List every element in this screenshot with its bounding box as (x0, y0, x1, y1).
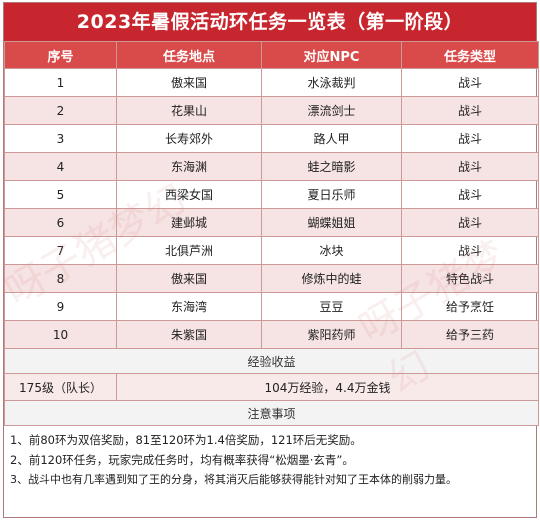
cell-no: 5 (4, 180, 117, 209)
note-item: 2、前120环任务，玩家完成任务时，均有概率获得“松烟墨·玄青”。 (10, 453, 354, 467)
cell-type: 给予三药 (401, 320, 539, 349)
cell-npc: 水泳裁判 (261, 68, 402, 97)
cell-type: 战斗 (401, 236, 539, 265)
experience-heading: 经验收益 (4, 348, 539, 374)
cell-npc: 漂流剑士 (261, 96, 402, 125)
cell-place: 花果山 (116, 96, 262, 125)
page-title: 2023年暑假活动环任务一览表（第一阶段） (4, 3, 536, 41)
cell-type: 战斗 (401, 96, 539, 125)
table-row: 5 西梁女国 夏日乐师 战斗 (4, 180, 539, 209)
cell-type: 战斗 (401, 208, 539, 237)
cell-type: 战斗 (401, 152, 539, 181)
cell-type: 给予烹饪 (401, 292, 539, 321)
table-row: 8 傲来国 修炼中的蛙 特色战斗 (4, 264, 539, 293)
table-row: 9 东海湾 豆豆 给予烹饪 (4, 292, 539, 321)
cell-no: 9 (4, 292, 117, 321)
note-item: 1、前80环为双倍奖励，81至120环为1.4倍奖励，121环后无奖励。 (10, 433, 362, 447)
cell-npc: 蛙之暗影 (261, 152, 402, 181)
cell-no: 4 (4, 152, 117, 181)
cell-place: 北俱芦洲 (116, 236, 262, 265)
cell-type: 特色战斗 (401, 264, 539, 293)
cell-no: 10 (4, 320, 117, 349)
column-header-npc: 对应NPC (261, 41, 402, 69)
column-header-place: 任务地点 (116, 41, 262, 69)
cell-no: 3 (4, 124, 117, 153)
notes-list: 1、前80环为双倍奖励，81至120环为1.4倍奖励，121环后无奖励。 2、前… (4, 426, 536, 490)
cell-place: 东海湾 (116, 292, 262, 321)
cell-no: 1 (4, 68, 117, 97)
cell-npc: 冰块 (261, 236, 402, 265)
cell-no: 2 (4, 96, 117, 125)
experience-level: 175级（队长） (4, 373, 117, 401)
cell-type: 战斗 (401, 68, 539, 97)
table-row: 6 建邺城 蝴蝶姐姐 战斗 (4, 208, 539, 237)
cell-place: 傲来国 (116, 68, 262, 97)
cell-npc: 蝴蝶姐姐 (261, 208, 402, 237)
table-row: 1 傲来国 水泳裁判 战斗 (4, 68, 539, 97)
column-header-no: 序号 (4, 41, 117, 69)
cell-place: 朱紫国 (116, 320, 262, 349)
notes-heading-row: 注意事项 (4, 400, 539, 426)
cell-no: 6 (4, 208, 117, 237)
cell-place: 傲来国 (116, 264, 262, 293)
experience-heading-row: 经验收益 (4, 348, 539, 374)
column-header-type: 任务类型 (401, 41, 539, 69)
table-header-row: 序号 任务地点 对应NPC 任务类型 (4, 41, 539, 69)
experience-row: 175级（队长） 104万经验，4.4万金钱 (4, 373, 539, 401)
cell-place: 东海渊 (116, 152, 262, 181)
cell-type: 战斗 (401, 180, 539, 209)
table-row: 2 花果山 漂流剑士 战斗 (4, 96, 539, 125)
cell-npc: 豆豆 (261, 292, 402, 321)
table-row: 10 朱紫国 紫阳药师 给予三药 (4, 320, 539, 349)
cell-npc: 修炼中的蛙 (261, 264, 402, 293)
table-row: 7 北俱芦洲 冰块 战斗 (4, 236, 539, 265)
cell-npc: 路人甲 (261, 124, 402, 153)
experience-reward: 104万经验，4.4万金钱 (116, 373, 539, 401)
cell-place: 西梁女国 (116, 180, 262, 209)
cell-no: 7 (4, 236, 117, 265)
table-row: 4 东海渊 蛙之暗影 战斗 (4, 152, 539, 181)
cell-npc: 紫阳药师 (261, 320, 402, 349)
cell-type: 战斗 (401, 124, 539, 153)
cell-place: 建邺城 (116, 208, 262, 237)
task-table: 序号 任务地点 对应NPC 任务类型 1 傲来国 水泳裁判 战斗 2 花果山 漂流剑士 战斗 3… (4, 41, 539, 426)
notes-heading: 注意事项 (4, 400, 539, 426)
note-item: 3、战斗中也有几率遇到知了王的分身，将其消灭后能够获得能针对知了王本体的削弱力量… (10, 473, 457, 486)
cell-npc: 夏日乐师 (261, 180, 402, 209)
cell-no: 8 (4, 264, 117, 293)
table-row: 3 长寿郊外 路人甲 战斗 (4, 124, 539, 153)
cell-place: 长寿郊外 (116, 124, 262, 153)
